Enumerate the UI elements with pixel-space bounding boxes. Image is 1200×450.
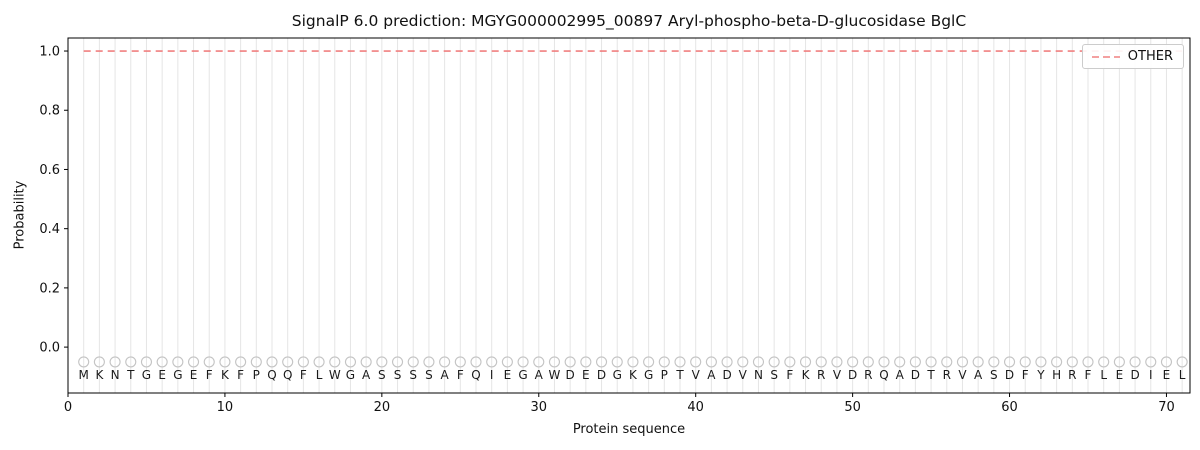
svg-text:P: P: [661, 368, 668, 382]
svg-text:G: G: [173, 368, 182, 382]
svg-text:D: D: [848, 368, 857, 382]
svg-text:Y: Y: [1036, 368, 1045, 382]
svg-text:30: 30: [530, 400, 547, 415]
svg-text:A: A: [441, 368, 450, 382]
svg-text:70: 70: [1158, 400, 1175, 415]
svg-text:V: V: [692, 368, 701, 382]
svg-text:K: K: [95, 368, 104, 382]
svg-text:E: E: [1116, 368, 1124, 382]
svg-text:R: R: [817, 368, 825, 382]
svg-text:H: H: [1052, 368, 1061, 382]
svg-text:D: D: [911, 368, 920, 382]
svg-text:K: K: [802, 368, 811, 382]
svg-text:G: G: [142, 368, 151, 382]
svg-text:D: D: [566, 368, 575, 382]
svg-text:60: 60: [1001, 400, 1018, 415]
svg-text:F: F: [300, 368, 307, 382]
chart-legend: OTHER: [1081, 44, 1184, 69]
svg-text:K: K: [629, 368, 638, 382]
svg-text:F: F: [786, 368, 793, 382]
svg-text:40: 40: [687, 400, 704, 415]
svg-text:0.2: 0.2: [39, 281, 60, 296]
svg-text:L: L: [1100, 368, 1107, 382]
svg-text:E: E: [504, 368, 512, 382]
svg-text:F: F: [1022, 368, 1029, 382]
chart-title: SignalP 6.0 prediction: MGYG000002995_00…: [291, 12, 967, 30]
svg-text:E: E: [158, 368, 166, 382]
svg-text:0.6: 0.6: [39, 163, 60, 178]
svg-text:A: A: [535, 368, 544, 382]
svg-text:L: L: [316, 368, 323, 382]
svg-text:F: F: [237, 368, 244, 382]
svg-text:T: T: [926, 368, 935, 382]
svg-text:Q: Q: [267, 368, 276, 382]
svg-text:W: W: [329, 368, 341, 382]
svg-text:S: S: [409, 368, 417, 382]
svg-text:V: V: [739, 368, 748, 382]
legend-dashed-line-icon: [1091, 55, 1120, 58]
svg-text:K: K: [221, 368, 230, 382]
svg-text:F: F: [206, 368, 213, 382]
svg-text:G: G: [613, 368, 622, 382]
svg-text:E: E: [1163, 368, 1171, 382]
svg-text:Q: Q: [283, 368, 292, 382]
svg-text:A: A: [707, 368, 716, 382]
svg-text:0.0: 0.0: [39, 341, 60, 356]
svg-text:20: 20: [374, 400, 391, 415]
svg-text:D: D: [722, 368, 731, 382]
svg-text:S: S: [378, 368, 386, 382]
svg-text:A: A: [896, 368, 905, 382]
svg-text:W: W: [549, 368, 561, 382]
svg-text:S: S: [990, 368, 998, 382]
svg-text:G: G: [346, 368, 355, 382]
svg-text:50: 50: [844, 400, 861, 415]
svg-text:S: S: [770, 368, 778, 382]
svg-text:R: R: [864, 368, 872, 382]
svg-text:D: D: [1130, 368, 1139, 382]
x-axis-label: Protein sequence: [572, 422, 686, 437]
svg-text:F: F: [457, 368, 464, 382]
svg-text:V: V: [833, 368, 842, 382]
svg-text:N: N: [754, 368, 763, 382]
svg-text:I: I: [1149, 368, 1153, 382]
svg-text:R: R: [943, 368, 951, 382]
svg-text:0.8: 0.8: [39, 104, 60, 119]
svg-text:F: F: [1085, 368, 1092, 382]
svg-text:N: N: [111, 368, 120, 382]
svg-text:0: 0: [64, 400, 72, 415]
svg-text:T: T: [126, 368, 135, 382]
svg-text:A: A: [974, 368, 983, 382]
svg-text:T: T: [675, 368, 684, 382]
svg-text:Q: Q: [471, 368, 480, 382]
svg-text:1.0: 1.0: [39, 45, 60, 60]
svg-text:V: V: [958, 368, 967, 382]
svg-text:M: M: [79, 368, 89, 382]
legend-label: OTHER: [1127, 49, 1173, 64]
svg-text:0.4: 0.4: [39, 222, 60, 237]
svg-text:D: D: [1005, 368, 1014, 382]
svg-text:A: A: [362, 368, 371, 382]
svg-text:P: P: [253, 368, 260, 382]
svg-text:Q: Q: [879, 368, 888, 382]
svg-text:S: S: [394, 368, 402, 382]
svg-text:E: E: [190, 368, 198, 382]
svg-text:G: G: [518, 368, 527, 382]
svg-text:D: D: [597, 368, 606, 382]
svg-text:G: G: [644, 368, 653, 382]
svg-text:L: L: [1179, 368, 1186, 382]
svg-text:S: S: [425, 368, 433, 382]
svg-text:R: R: [1068, 368, 1076, 382]
svg-text:I: I: [490, 368, 494, 382]
svg-text:E: E: [582, 368, 590, 382]
svg-text:10: 10: [217, 400, 234, 415]
